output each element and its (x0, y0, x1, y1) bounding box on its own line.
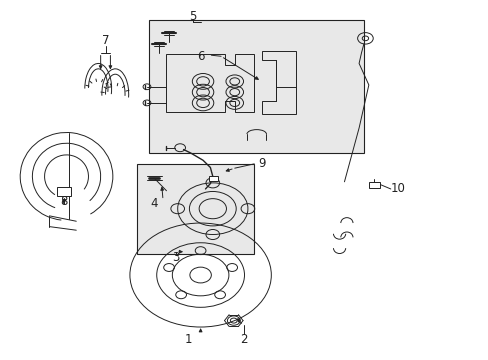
Text: 8: 8 (61, 195, 68, 208)
Text: 9: 9 (257, 157, 265, 170)
Text: 7: 7 (102, 33, 109, 47)
Text: 10: 10 (390, 183, 405, 195)
Bar (209, 176, 218, 181)
Text: 4: 4 (150, 197, 158, 210)
Bar (137, 164, 254, 253)
Text: 6: 6 (197, 50, 204, 63)
Bar (57, 187, 71, 196)
Bar (149, 21, 363, 153)
Bar (368, 182, 379, 188)
Text: 1: 1 (184, 333, 192, 346)
Text: 5: 5 (189, 10, 197, 23)
Text: 3: 3 (172, 251, 180, 264)
Text: 2: 2 (239, 333, 247, 346)
